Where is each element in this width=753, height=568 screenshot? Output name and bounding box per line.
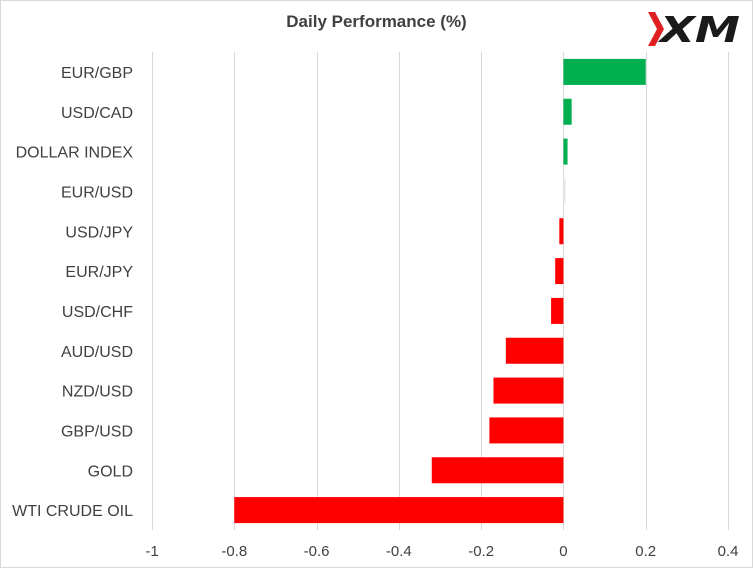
bar xyxy=(234,497,564,524)
bar xyxy=(555,258,564,285)
xm-logo: XM xyxy=(648,10,740,50)
x-tick-label: -1 xyxy=(145,543,158,560)
x-tick-label: -0.8 xyxy=(221,543,247,560)
bar xyxy=(563,98,572,125)
category-label: GOLD xyxy=(88,463,133,480)
bar xyxy=(551,297,564,324)
bar xyxy=(431,457,564,484)
logo-mark xyxy=(648,12,664,46)
bar xyxy=(559,218,564,245)
category-label: EUR/JPY xyxy=(65,264,133,281)
category-label: EUR/USD xyxy=(61,184,133,201)
x-tick-label: 0.2 xyxy=(635,543,656,560)
x-tick-label: 0.4 xyxy=(718,543,739,560)
x-tick-label: -0.4 xyxy=(386,543,412,560)
category-label: USD/CAD xyxy=(61,105,133,122)
category-label: EUR/GBP xyxy=(61,65,133,82)
category-label: AUD/USD xyxy=(61,344,133,361)
category-label: WTI CRUDE OIL xyxy=(12,503,133,520)
category-label: DOLLAR INDEX xyxy=(16,145,134,162)
category-label: GBP/USD xyxy=(61,423,133,440)
x-tick-label: -0.2 xyxy=(468,543,494,560)
bar xyxy=(493,377,564,404)
bar xyxy=(563,138,568,165)
bar xyxy=(563,58,646,85)
logo-text: XM xyxy=(657,10,740,50)
category-label: USD/CHF xyxy=(62,304,133,321)
bar xyxy=(505,337,564,364)
bar xyxy=(563,178,566,205)
category-label: USD/JPY xyxy=(65,224,133,241)
chart-title: Daily Performance (%) xyxy=(286,12,467,31)
x-tick-label: 0 xyxy=(559,543,567,560)
category-label: NZD/USD xyxy=(62,384,133,401)
x-tick-label: -0.6 xyxy=(304,543,330,560)
bar xyxy=(489,417,564,444)
